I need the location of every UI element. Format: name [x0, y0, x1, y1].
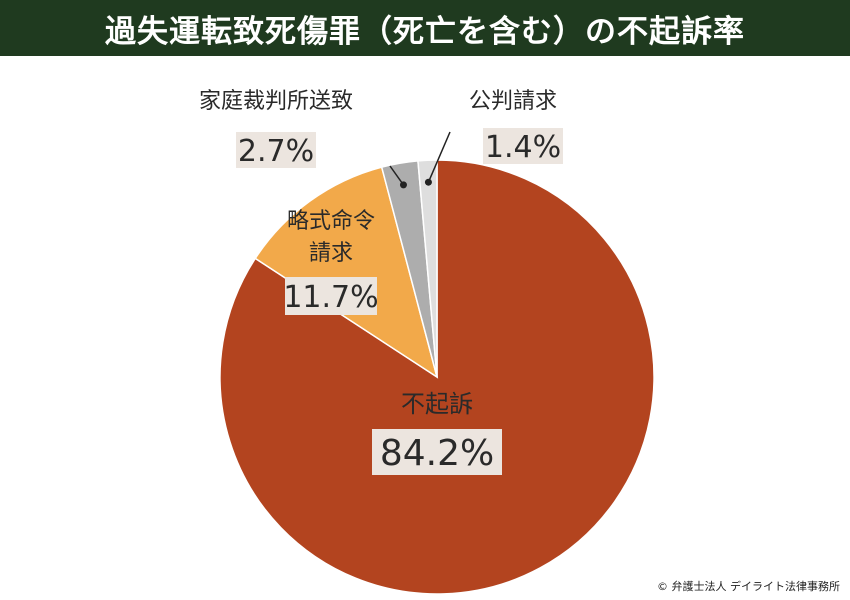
- slice-value-label: 1.4%: [485, 130, 561, 165]
- leader-dot: [399, 181, 407, 189]
- value-label-box: [285, 277, 377, 315]
- slice-name-label: 請求: [309, 241, 353, 266]
- pie-slice-2: [254, 166, 439, 379]
- leader-lines: [389, 131, 451, 189]
- value-label-box: [236, 132, 316, 168]
- slice-name-label: 不起訴: [401, 390, 473, 418]
- title-bar: 過失運転致死傷罪（死亡を含む）の不起訴率: [0, 0, 850, 56]
- value-label-box: [372, 429, 502, 475]
- leader-dot: [424, 178, 432, 186]
- slice-name-label: 公判請求: [469, 89, 557, 114]
- chart-title: 過失運転致死傷罪（死亡を含む）の不起訴率: [105, 13, 745, 50]
- value-label-box: [483, 128, 563, 164]
- pie-slices: [219, 159, 655, 595]
- pie-slice-4: [417, 159, 438, 378]
- slice-name-label: 家庭裁判所送致: [199, 89, 353, 114]
- slice-value-label: 2.7%: [238, 134, 314, 169]
- copyright-credit: © 弁護士法人 デイライト法律事務所: [657, 580, 840, 593]
- slice-value-label: 84.2%: [380, 433, 494, 474]
- slice-name-label: 略式命令: [287, 209, 375, 234]
- slice-value-label: 11.7%: [283, 280, 378, 315]
- leader-line: [427, 131, 451, 183]
- leader-line: [389, 165, 405, 186]
